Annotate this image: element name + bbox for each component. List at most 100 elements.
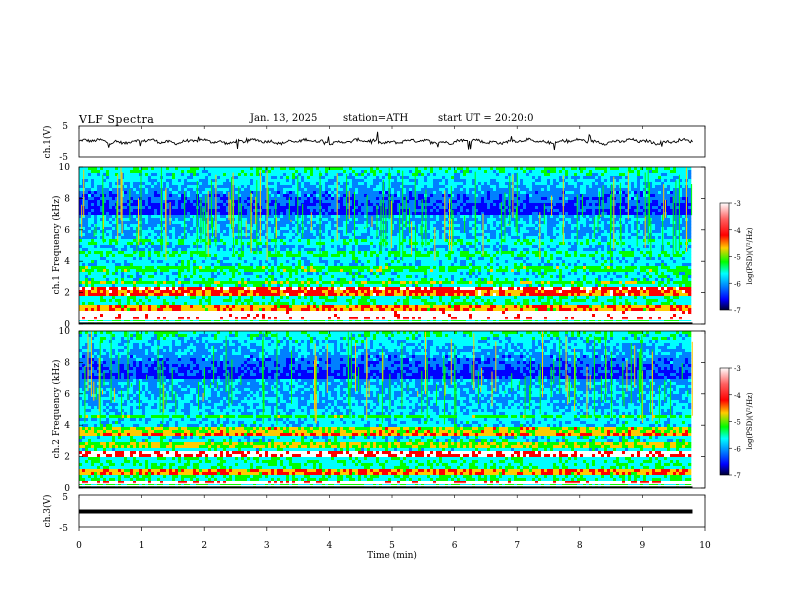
spectrogram-cell [490, 200, 494, 204]
spectrogram-cell [568, 236, 572, 240]
spectrogram-cell [502, 188, 506, 192]
spectrogram-cell [679, 179, 683, 183]
spectrogram-cell [502, 233, 506, 237]
spectrogram-cell [409, 221, 413, 225]
spectrogram-cell [241, 218, 245, 222]
spectrogram-cell [658, 218, 662, 222]
spectrogram-cell [478, 191, 482, 195]
spectrogram-cell [334, 206, 338, 210]
spectrogram-cell [235, 176, 239, 180]
spectrogram-cell [592, 185, 596, 189]
spectrogram-cell [352, 203, 356, 207]
spectrogram-cell [583, 215, 587, 219]
spectrogram-cell [400, 221, 404, 225]
spectrogram-cell [271, 233, 275, 237]
spectrogram-cell [136, 176, 140, 180]
spectrogram-cell [172, 206, 176, 210]
spectrogram-cell [514, 236, 518, 240]
spectrogram-cell [349, 200, 353, 204]
spectrogram-cell [679, 170, 683, 174]
spectrogram-cell [439, 197, 443, 201]
spectrogram-cell [358, 215, 362, 219]
spectrogram-cell [361, 224, 365, 228]
spectrogram-cell [217, 212, 221, 216]
spectrogram-cell [178, 206, 182, 210]
spectrogram-cell [241, 224, 245, 228]
spectrogram-cell [517, 167, 521, 171]
spectrogram-cell [661, 179, 665, 183]
spectrogram-cell [229, 224, 233, 228]
spectrogram-cell [373, 197, 377, 201]
spectrogram-cell [121, 191, 125, 195]
spectrogram-cell [235, 209, 239, 213]
spectrogram-cell [244, 215, 248, 219]
spectrogram-cell [220, 236, 224, 240]
spectrogram-cell [409, 200, 413, 204]
spectrogram-cell [550, 215, 554, 219]
spectrogram-cell [628, 188, 632, 192]
spectrogram-cell [427, 185, 431, 189]
spectrogram-cell [256, 200, 260, 204]
spectrogram-cell [568, 197, 572, 201]
spectrogram-cell [526, 227, 530, 231]
spectrogram-cell [130, 170, 134, 174]
spectrogram-cell [340, 167, 344, 171]
spectrogram-cell [457, 230, 461, 234]
spectrogram-cell [244, 230, 248, 234]
spectrogram-cell [223, 209, 227, 213]
spectrogram-cell [163, 209, 167, 213]
spectrogram-cell [445, 206, 449, 210]
spectrogram-cell [298, 215, 302, 219]
spectrogram-cell [163, 224, 167, 228]
spectrogram-cell [535, 215, 539, 219]
spectrogram-cell [268, 188, 272, 192]
spectrogram-cell [355, 203, 359, 207]
spectrogram-cell [490, 170, 494, 174]
spectrogram-cell [370, 212, 374, 216]
spectrogram-cell [181, 239, 185, 243]
spectrogram-cell [589, 188, 593, 192]
spectrogram-cell [361, 227, 365, 231]
spectrogram-cell [541, 224, 545, 228]
spectrogram-cell [613, 206, 617, 210]
spectrogram-cell [367, 233, 371, 237]
spectrogram-cell [118, 239, 122, 243]
spectrogram-cell [175, 185, 179, 189]
spectrogram-cell [235, 224, 239, 228]
spectrogram-cell [106, 173, 110, 177]
spectrogram-cell [91, 173, 95, 177]
spectrogram-cell [88, 233, 92, 237]
spectrogram-cell [277, 188, 281, 192]
spectrogram-cell [643, 188, 647, 192]
spectrogram-cell [418, 218, 422, 222]
spectrogram-cell [628, 173, 632, 177]
spectrogram-cell [682, 194, 686, 198]
spectrogram-cell [124, 215, 128, 219]
spectrogram-cell [154, 185, 158, 189]
spectrogram-cell [418, 188, 422, 192]
spectrogram-cell [175, 236, 179, 240]
spectrogram-cell [208, 221, 212, 225]
spectrogram-cell [415, 200, 419, 204]
spectrogram-cell [157, 212, 161, 216]
spectrogram-cell [280, 179, 284, 183]
spectrogram-cell [142, 236, 146, 240]
spectrogram-cell [130, 185, 134, 189]
spectrogram-cell [97, 191, 101, 195]
spectrogram-cell [367, 203, 371, 207]
spectrogram-cell [505, 197, 509, 201]
spectrogram-cell [277, 227, 281, 231]
spectrogram-cell [640, 206, 644, 210]
spectrogram-cell [661, 197, 665, 201]
spectrogram-cell [361, 236, 365, 240]
spectrogram-cell [355, 212, 359, 216]
spectrogram-cell [253, 173, 257, 177]
spectrogram-cell [682, 212, 686, 216]
spectrogram-cell [310, 170, 314, 174]
spectrogram-cell [346, 182, 350, 186]
spectrogram-cell [466, 176, 470, 180]
spectrogram-cell [631, 206, 635, 210]
spectrogram-cell [202, 194, 206, 198]
spectrogram-cell [526, 176, 530, 180]
